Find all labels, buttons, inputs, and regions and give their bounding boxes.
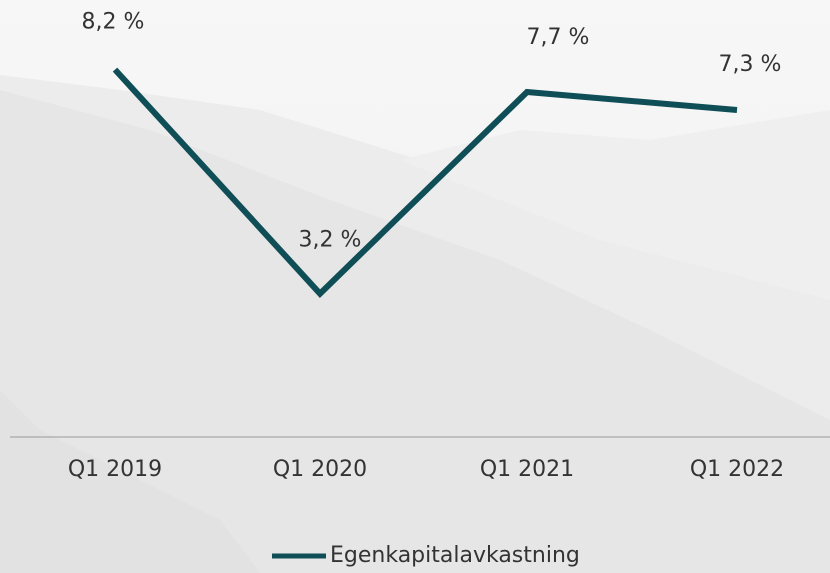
value-label: 7,7 %: [527, 25, 590, 50]
value-label: 7,3 %: [719, 52, 782, 77]
x-tick-label: Q1 2022: [690, 457, 784, 482]
x-tick-label: Q1 2019: [68, 457, 162, 482]
x-tick-label: Q1 2020: [273, 457, 367, 482]
background-hill: [400, 110, 830, 300]
background-hill: [0, 90, 830, 573]
x-tick-label: Q1 2021: [480, 457, 574, 482]
value-label: 3,2 %: [299, 228, 362, 253]
value-label: 8,2 %: [82, 10, 145, 35]
background-hill: [0, 390, 260, 573]
line: [112, 67, 738, 298]
legend-label: Egenkapitalavkastning: [330, 543, 580, 568]
